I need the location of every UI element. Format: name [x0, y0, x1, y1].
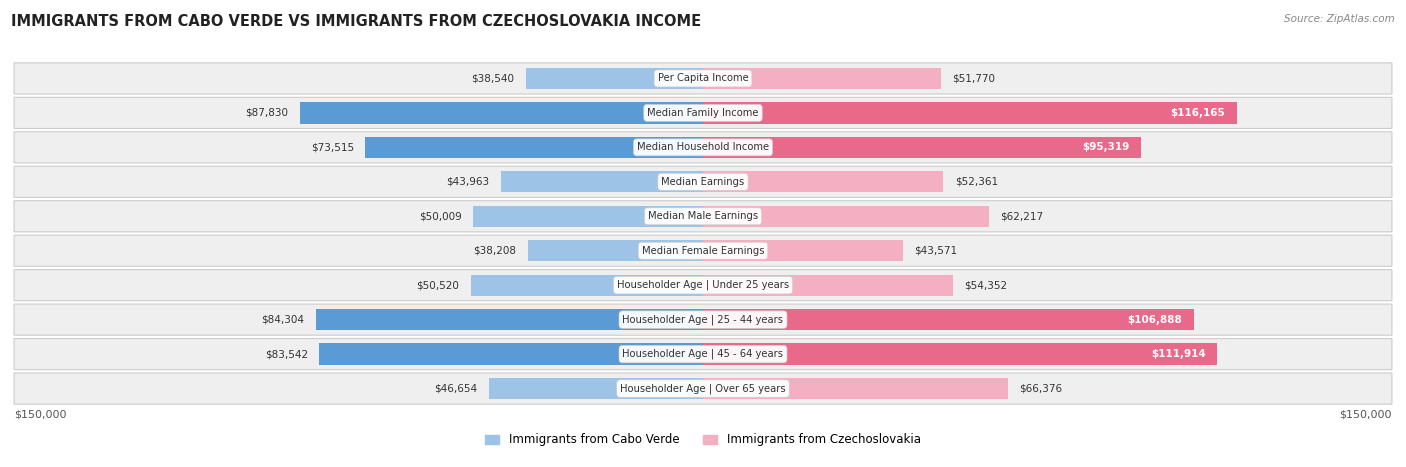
Text: Median Family Income: Median Family Income: [647, 108, 759, 118]
FancyBboxPatch shape: [14, 235, 1392, 266]
Bar: [703, 343, 1218, 365]
Text: $66,376: $66,376: [1019, 383, 1063, 394]
Bar: [316, 309, 703, 330]
Bar: [527, 240, 703, 262]
Text: $50,009: $50,009: [419, 211, 461, 221]
Bar: [474, 205, 703, 227]
Text: Median Earnings: Median Earnings: [661, 177, 745, 187]
FancyBboxPatch shape: [14, 339, 1392, 370]
Text: IMMIGRANTS FROM CABO VERDE VS IMMIGRANTS FROM CZECHOSLOVAKIA INCOME: IMMIGRANTS FROM CABO VERDE VS IMMIGRANTS…: [11, 14, 702, 29]
Text: Householder Age | Over 65 years: Householder Age | Over 65 years: [620, 383, 786, 394]
FancyBboxPatch shape: [14, 166, 1392, 198]
Bar: [489, 378, 703, 399]
Text: $38,540: $38,540: [471, 73, 515, 84]
Text: $50,520: $50,520: [416, 280, 460, 290]
Bar: [703, 137, 1140, 158]
Text: $43,571: $43,571: [914, 246, 957, 256]
Text: $95,319: $95,319: [1083, 142, 1129, 152]
Text: $87,830: $87,830: [245, 108, 288, 118]
Text: $73,515: $73,515: [311, 142, 354, 152]
Text: $54,352: $54,352: [965, 280, 1007, 290]
Text: $84,304: $84,304: [262, 315, 304, 325]
Text: $38,208: $38,208: [472, 246, 516, 256]
Text: $106,888: $106,888: [1128, 315, 1182, 325]
Bar: [703, 68, 941, 89]
Text: Per Capita Income: Per Capita Income: [658, 73, 748, 84]
Bar: [703, 309, 1194, 330]
Bar: [703, 275, 953, 296]
Text: Householder Age | Under 25 years: Householder Age | Under 25 years: [617, 280, 789, 290]
Bar: [703, 102, 1236, 124]
Text: $116,165: $116,165: [1170, 108, 1225, 118]
Text: $46,654: $46,654: [434, 383, 477, 394]
FancyBboxPatch shape: [14, 269, 1392, 301]
Legend: Immigrants from Cabo Verde, Immigrants from Czechoslovakia: Immigrants from Cabo Verde, Immigrants f…: [481, 429, 925, 451]
FancyBboxPatch shape: [14, 373, 1392, 404]
Text: Median Female Earnings: Median Female Earnings: [641, 246, 765, 256]
Text: Householder Age | 45 - 64 years: Householder Age | 45 - 64 years: [623, 349, 783, 359]
Bar: [703, 240, 903, 262]
FancyBboxPatch shape: [14, 201, 1392, 232]
Bar: [319, 343, 703, 365]
Bar: [703, 378, 1008, 399]
Text: $150,000: $150,000: [1340, 410, 1392, 420]
Text: $51,770: $51,770: [952, 73, 995, 84]
Text: $43,963: $43,963: [447, 177, 489, 187]
Text: $111,914: $111,914: [1150, 349, 1205, 359]
Text: Median Male Earnings: Median Male Earnings: [648, 211, 758, 221]
FancyBboxPatch shape: [14, 132, 1392, 163]
Bar: [703, 171, 943, 192]
Bar: [501, 171, 703, 192]
Bar: [366, 137, 703, 158]
Bar: [703, 205, 988, 227]
Text: Source: ZipAtlas.com: Source: ZipAtlas.com: [1284, 14, 1395, 24]
FancyBboxPatch shape: [14, 97, 1392, 128]
Bar: [526, 68, 703, 89]
Text: Median Household Income: Median Household Income: [637, 142, 769, 152]
FancyBboxPatch shape: [14, 304, 1392, 335]
Bar: [299, 102, 703, 124]
Bar: [471, 275, 703, 296]
Text: $52,361: $52,361: [955, 177, 998, 187]
FancyBboxPatch shape: [14, 63, 1392, 94]
Text: Householder Age | 25 - 44 years: Householder Age | 25 - 44 years: [623, 314, 783, 325]
Text: $62,217: $62,217: [1000, 211, 1043, 221]
Text: $150,000: $150,000: [14, 410, 66, 420]
Text: $83,542: $83,542: [264, 349, 308, 359]
